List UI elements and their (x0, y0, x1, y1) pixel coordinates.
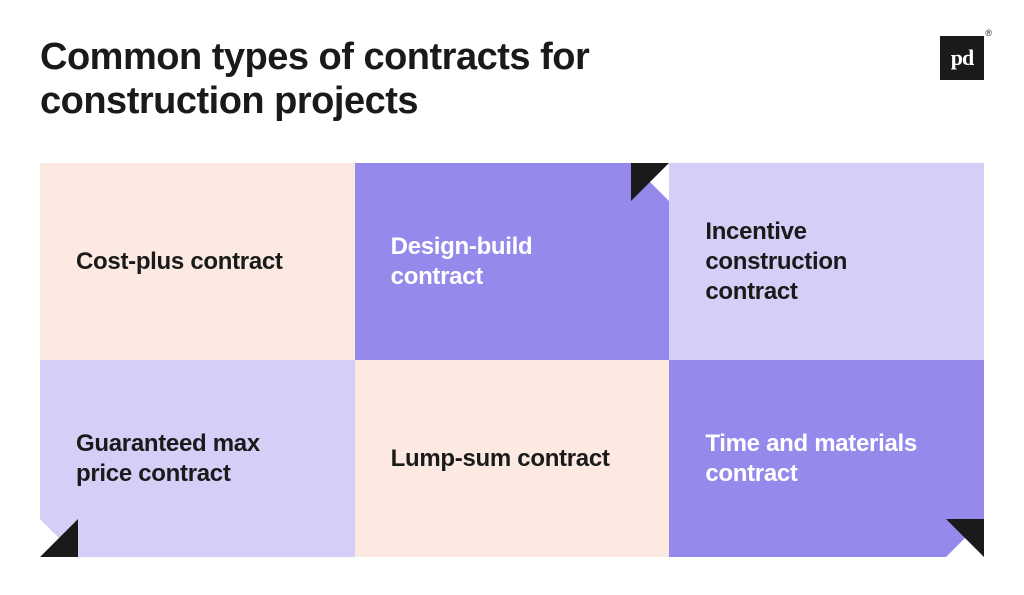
logo-text: pd (951, 45, 973, 71)
page-title: Common types of contracts for constructi… (40, 36, 760, 123)
cell-cost-plus: Cost-plus contract (40, 163, 355, 360)
cell-label: Lump-sum contract (391, 444, 610, 474)
cell-label: Time and materials contract (705, 429, 925, 489)
cell-label: Design-build contract (391, 232, 611, 292)
logo-registered: ® (985, 28, 992, 38)
cell-design-build: Design-build contract (355, 163, 670, 360)
cell-lump-sum: Lump-sum contract (355, 360, 670, 557)
cell-incentive: Incentive construction contract (669, 163, 984, 360)
contract-types-grid: Cost-plus contract Design-build contract… (40, 163, 984, 557)
cell-label: Guaranteed max price contract (76, 429, 296, 489)
brand-logo: pd ® (940, 36, 984, 80)
cell-label: Cost-plus contract (76, 247, 283, 277)
cell-guaranteed-max: Guaranteed max price contract (40, 360, 355, 557)
cell-label: Incentive construction contract (705, 217, 925, 307)
cell-time-materials: Time and materials contract (669, 360, 984, 557)
header: Common types of contracts for constructi… (40, 36, 984, 123)
